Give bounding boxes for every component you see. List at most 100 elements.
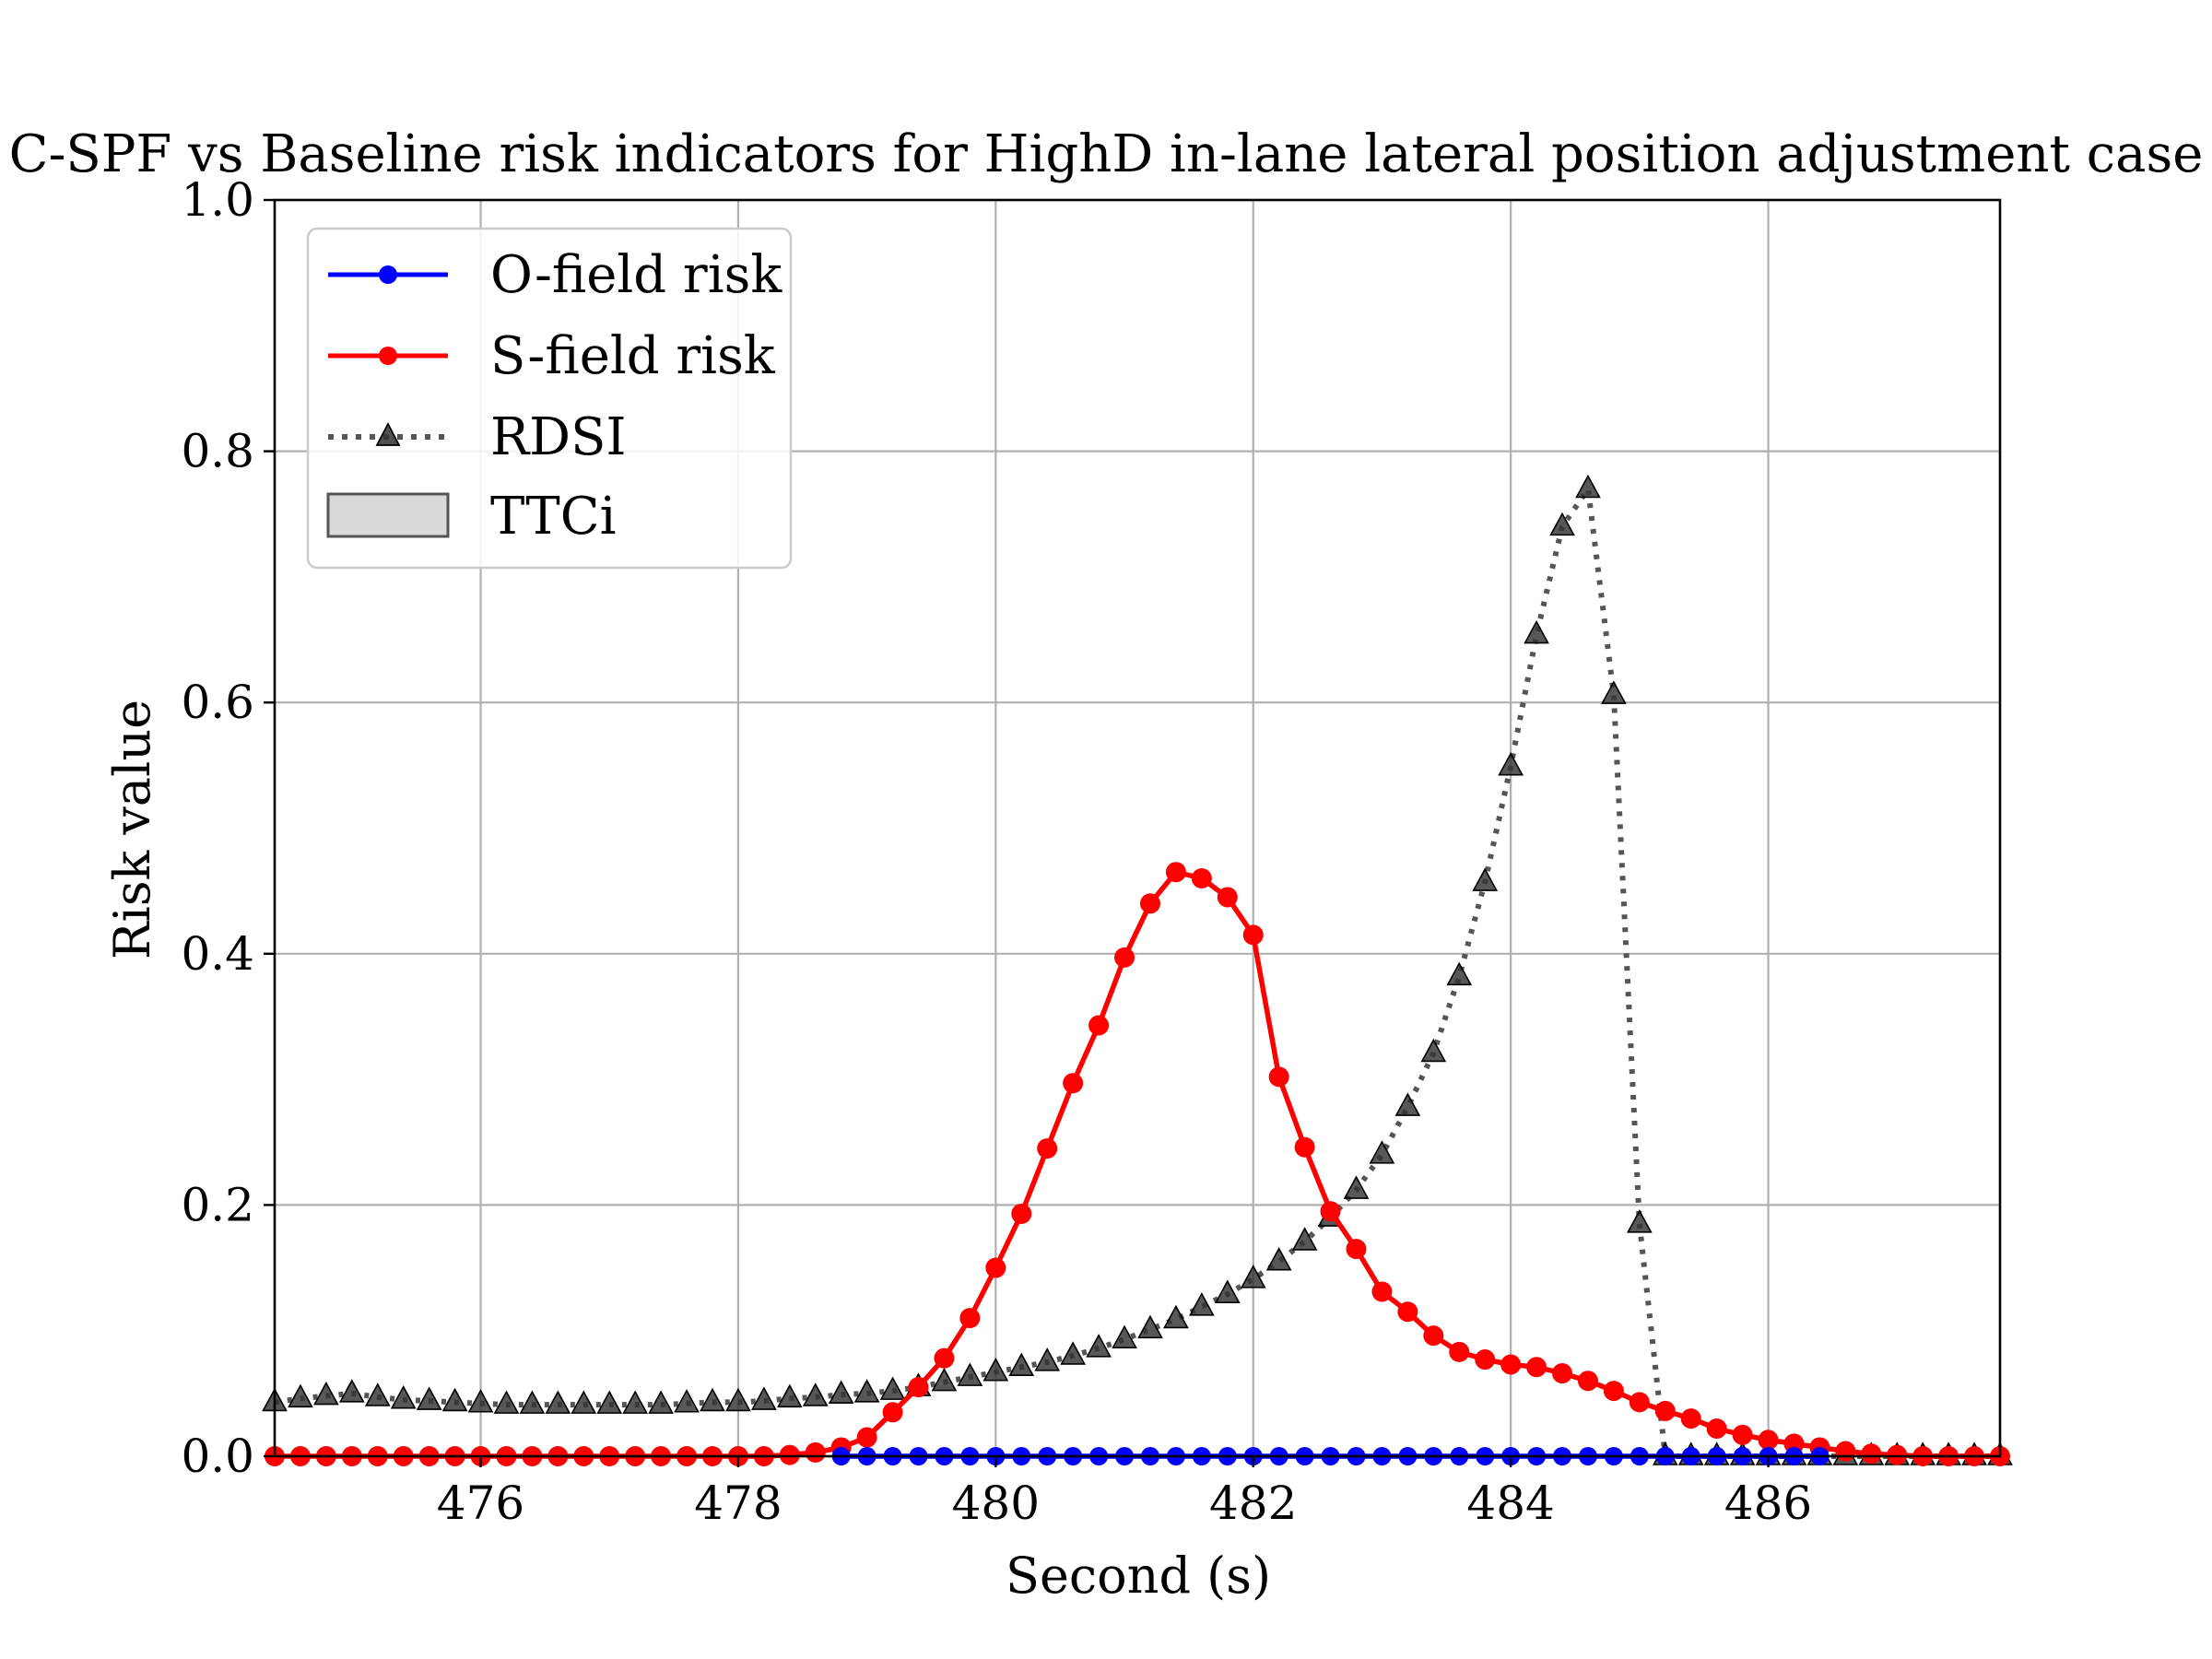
s-field-point: [1526, 1357, 1547, 1378]
rdsi-point: [1291, 1227, 1318, 1251]
rdsi-point: [1265, 1247, 1292, 1271]
s-field-point: [1423, 1325, 1444, 1347]
rdsi-point: [545, 1390, 571, 1414]
rdsi-point: [1086, 1334, 1112, 1358]
rdsi-point: [725, 1387, 751, 1412]
legend-label-s-field: S-field risk: [490, 326, 776, 386]
legend-label-o-field: O-field risk: [490, 245, 782, 305]
rdsi-point: [1446, 961, 1473, 986]
grid: [275, 198, 2000, 1458]
rdsi-point: [853, 1379, 880, 1403]
s-field-point: [1654, 1400, 1676, 1421]
s-field-point: [1680, 1408, 1701, 1430]
s-field-point: [1397, 1301, 1418, 1323]
legend: O-field risk S-field risk RDSI TTCi: [306, 227, 793, 570]
s-field-point: [1706, 1418, 1727, 1440]
legend-label-ttci: TTCi: [490, 487, 617, 547]
rdsi-point: [1034, 1347, 1061, 1371]
axis-ticks: 476 478 480 482 484 486 0.0 0.2 0.4 0.6 0.8 1.0: [181, 173, 1812, 1530]
rdsi-point: [982, 1358, 1009, 1382]
x-tick-label: 480: [952, 1477, 1040, 1530]
s-field-point: [1835, 1441, 1856, 1462]
s-field-point: [882, 1402, 903, 1423]
y-tick-label: 0.6: [181, 676, 254, 729]
s-field-point: [1088, 1015, 1110, 1036]
rdsi-point: [571, 1390, 597, 1414]
rdsi-point: [1549, 512, 1575, 536]
s-field-point: [1114, 947, 1135, 968]
x-tick-label: 486: [1724, 1477, 1812, 1530]
s-field-point: [1552, 1363, 1573, 1384]
rdsi-point: [802, 1382, 829, 1406]
s-field-point: [1037, 1138, 1058, 1159]
rdsi-point: [1524, 619, 1549, 644]
legend-marker-rdsi: [375, 422, 401, 446]
s-field-point: [1346, 1239, 1367, 1260]
s-field-point: [1887, 1444, 1908, 1465]
s-field-point: [1294, 1136, 1315, 1158]
s-field-point: [1063, 1073, 1084, 1094]
rdsi-point: [1394, 1092, 1421, 1116]
legend-box: [306, 227, 793, 570]
x-tick-label: 482: [1209, 1477, 1297, 1530]
rdsi-point: [1008, 1352, 1035, 1377]
s-field-point: [959, 1308, 981, 1329]
s-field-point: [1139, 893, 1160, 914]
legend-label-rdsi: RDSI: [490, 407, 627, 467]
rdsi-point: [288, 1383, 313, 1408]
rdsi-point: [1240, 1265, 1266, 1288]
y-tick-label: 1.0: [181, 173, 254, 227]
x-axis-label: Second (s): [1006, 1547, 1271, 1605]
s-field-point: [1577, 1371, 1598, 1392]
x-tick-label: 476: [437, 1477, 524, 1530]
s-field-point: [1732, 1424, 1753, 1445]
s-field-point: [1242, 924, 1264, 946]
chart-title: C-SPF vs Baseline risk indicators for Hi…: [9, 124, 2204, 184]
rdsi-point: [751, 1386, 777, 1410]
rdsi-point: [596, 1390, 623, 1414]
rdsi-point: [957, 1362, 983, 1386]
rdsi-point: [648, 1390, 674, 1414]
rdsi-point: [1472, 867, 1499, 891]
rdsi-point: [1369, 1140, 1395, 1164]
rdsi-point: [390, 1384, 417, 1409]
s-field-point: [985, 1257, 1006, 1278]
rdsi-point: [364, 1382, 391, 1406]
s-field-point: [1758, 1430, 1779, 1451]
x-tick-label: 478: [694, 1477, 782, 1530]
s-field-point: [1217, 887, 1238, 908]
rdsi-point: [519, 1390, 546, 1414]
rdsi-point: [931, 1367, 958, 1392]
x-tick-label: 484: [1466, 1477, 1554, 1530]
s-field-point: [1320, 1201, 1341, 1222]
y-tick-label: 0.4: [181, 927, 254, 981]
y-tick-label: 0.0: [181, 1430, 254, 1483]
s-field-point: [1603, 1381, 1624, 1402]
rdsi-point: [1214, 1279, 1241, 1303]
s-field-point: [1371, 1281, 1393, 1302]
rdsi-point: [1137, 1314, 1163, 1339]
s-field-point: [1191, 868, 1212, 889]
s-field-point: [805, 1441, 826, 1463]
s-field-point: [934, 1347, 955, 1369]
y-axis-label: Risk value: [103, 700, 161, 959]
rdsi-point: [1112, 1324, 1137, 1349]
rdsi-point: [313, 1381, 339, 1406]
legend-marker-s-field: [379, 347, 397, 365]
s-field-point: [1449, 1341, 1470, 1362]
s-field-point: [1011, 1203, 1032, 1224]
rdsi-point: [1601, 680, 1627, 704]
s-field-point: [908, 1377, 929, 1398]
rdsi-point: [1420, 1038, 1447, 1063]
s-field-point: [1861, 1443, 1882, 1465]
legend-swatch-ttci: [326, 492, 450, 538]
rdsi-point: [1343, 1175, 1370, 1199]
s-field-point: [856, 1427, 877, 1448]
plot-frame: [273, 198, 2002, 1458]
s-field-point: [1165, 862, 1186, 883]
s-field-point: [1475, 1349, 1496, 1371]
s-field-point: [779, 1444, 800, 1465]
s-field-point: [1500, 1354, 1522, 1375]
rdsi-point: [776, 1383, 803, 1408]
rdsi-point: [493, 1390, 520, 1414]
